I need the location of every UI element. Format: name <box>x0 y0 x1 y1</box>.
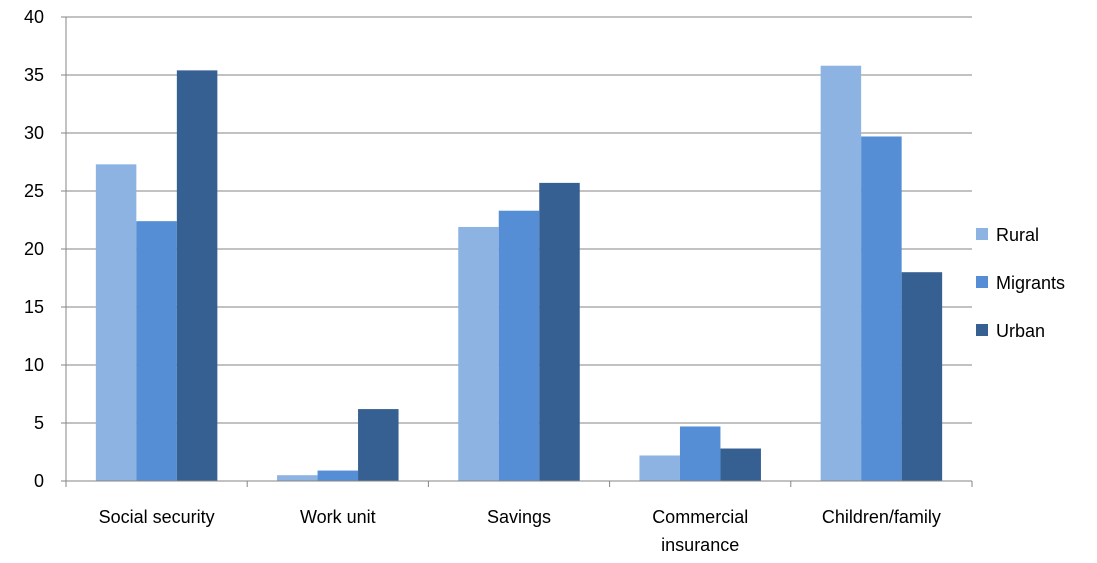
bar-migrants <box>136 221 177 481</box>
x-tick-labels: Social security Work unit Savings Commercia… <box>99 507 941 555</box>
y-tick-label: 40 <box>24 7 44 27</box>
legend-swatch-migrants <box>976 276 988 288</box>
y-tick-label: 30 <box>24 123 44 143</box>
bar-migrants <box>317 470 359 481</box>
bar-rural <box>820 65 862 481</box>
y-tick-label: 35 <box>24 65 44 85</box>
bar-urban <box>176 70 218 482</box>
legend-swatch-urban <box>976 324 988 336</box>
x-tick-label-line: Work unit <box>300 507 376 527</box>
legend-swatch-rural <box>976 228 988 240</box>
bar-rural <box>277 475 318 481</box>
y-tick-label: 20 <box>24 239 44 259</box>
x-tick-label-line: Savings <box>487 507 551 527</box>
x-tick-label-line: Commercial <box>652 507 748 527</box>
legend-label-migrants: Migrants <box>996 273 1065 293</box>
bar-urban <box>720 448 761 481</box>
y-tick-label: 15 <box>24 297 44 317</box>
legend: Rural Migrants Urban <box>976 225 1065 341</box>
legend-label-urban: Urban <box>996 321 1045 341</box>
y-tick-labels: 0 5 10 15 20 25 30 35 40 <box>24 7 44 491</box>
legend-label-rural: Rural <box>996 225 1039 245</box>
bar-rural <box>458 226 499 481</box>
x-tick-label-line: Social security <box>99 507 215 527</box>
x-tick-label: Commercial insurance <box>652 507 748 555</box>
bars <box>95 65 943 482</box>
bar-rural <box>639 455 680 481</box>
y-tick-label: 25 <box>24 181 44 201</box>
y-tick-label: 0 <box>34 471 44 491</box>
x-tick-label-line: Children/family <box>822 507 941 527</box>
bar-rural <box>95 164 137 481</box>
bar-migrants <box>498 210 540 481</box>
x-tick-label: Social security <box>99 507 215 527</box>
bar-urban <box>358 409 399 481</box>
axes <box>61 16 973 487</box>
x-tick-label: Savings <box>487 507 551 527</box>
x-tick-label-line: insurance <box>661 535 739 555</box>
y-tick-label: 10 <box>24 355 44 375</box>
bar-urban <box>901 272 943 481</box>
bar-migrants <box>679 426 721 481</box>
bar-migrants <box>861 136 902 482</box>
bar-urban <box>539 182 580 481</box>
y-tick-label: 5 <box>34 413 44 433</box>
x-tick-label: Work unit <box>300 507 376 527</box>
x-tick-label: Children/family <box>822 507 941 527</box>
